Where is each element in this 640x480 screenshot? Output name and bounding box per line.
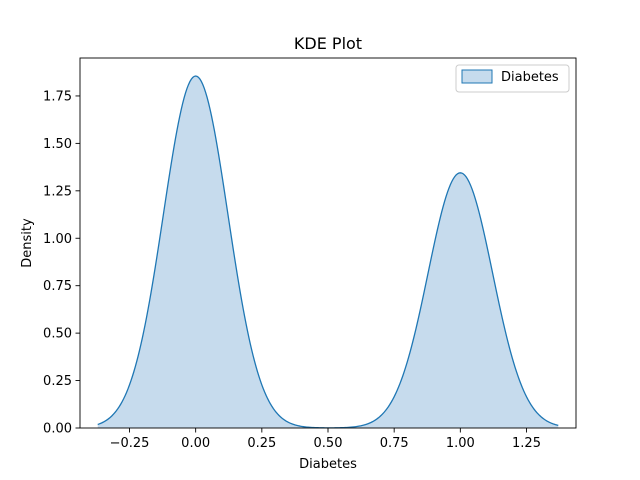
legend: Diabetes [455, 64, 570, 93]
y-tick-label: 1.00 [43, 232, 72, 247]
legend-swatch [461, 69, 493, 84]
x-axis-ticks: −0.25 0.00 0.25 0.50 0.75 1.00 1.25 [110, 428, 541, 451]
x-tick-label: 0.75 [380, 436, 409, 451]
y-tick-label: 0.50 [43, 327, 72, 342]
y-tick-label: 1.25 [43, 184, 72, 199]
x-tick-label: −0.25 [110, 436, 150, 451]
x-tick-label: 0.00 [181, 436, 210, 451]
x-tick-label: 0.50 [314, 436, 343, 451]
y-axis-label: Density [20, 218, 35, 268]
y-tick-label: 0.00 [43, 422, 72, 437]
x-tick-label: 0.25 [247, 436, 276, 451]
y-tick-label: 1.50 [43, 137, 72, 152]
chart-title: KDE Plot [294, 34, 362, 53]
y-tick-label: 0.75 [43, 279, 72, 294]
y-tick-label: 0.25 [43, 374, 72, 389]
y-tick-label: 1.75 [43, 89, 72, 104]
y-axis-ticks: 0.00 0.25 0.50 0.75 1.00 1.25 1.50 1.75 [43, 89, 80, 437]
x-tick-label: 1.00 [446, 436, 475, 451]
kde-area-fill [97, 76, 559, 428]
x-tick-label: 1.25 [512, 436, 541, 451]
x-axis-label: Diabetes [299, 457, 357, 472]
legend-label-diabetes: Diabetes [501, 70, 559, 85]
